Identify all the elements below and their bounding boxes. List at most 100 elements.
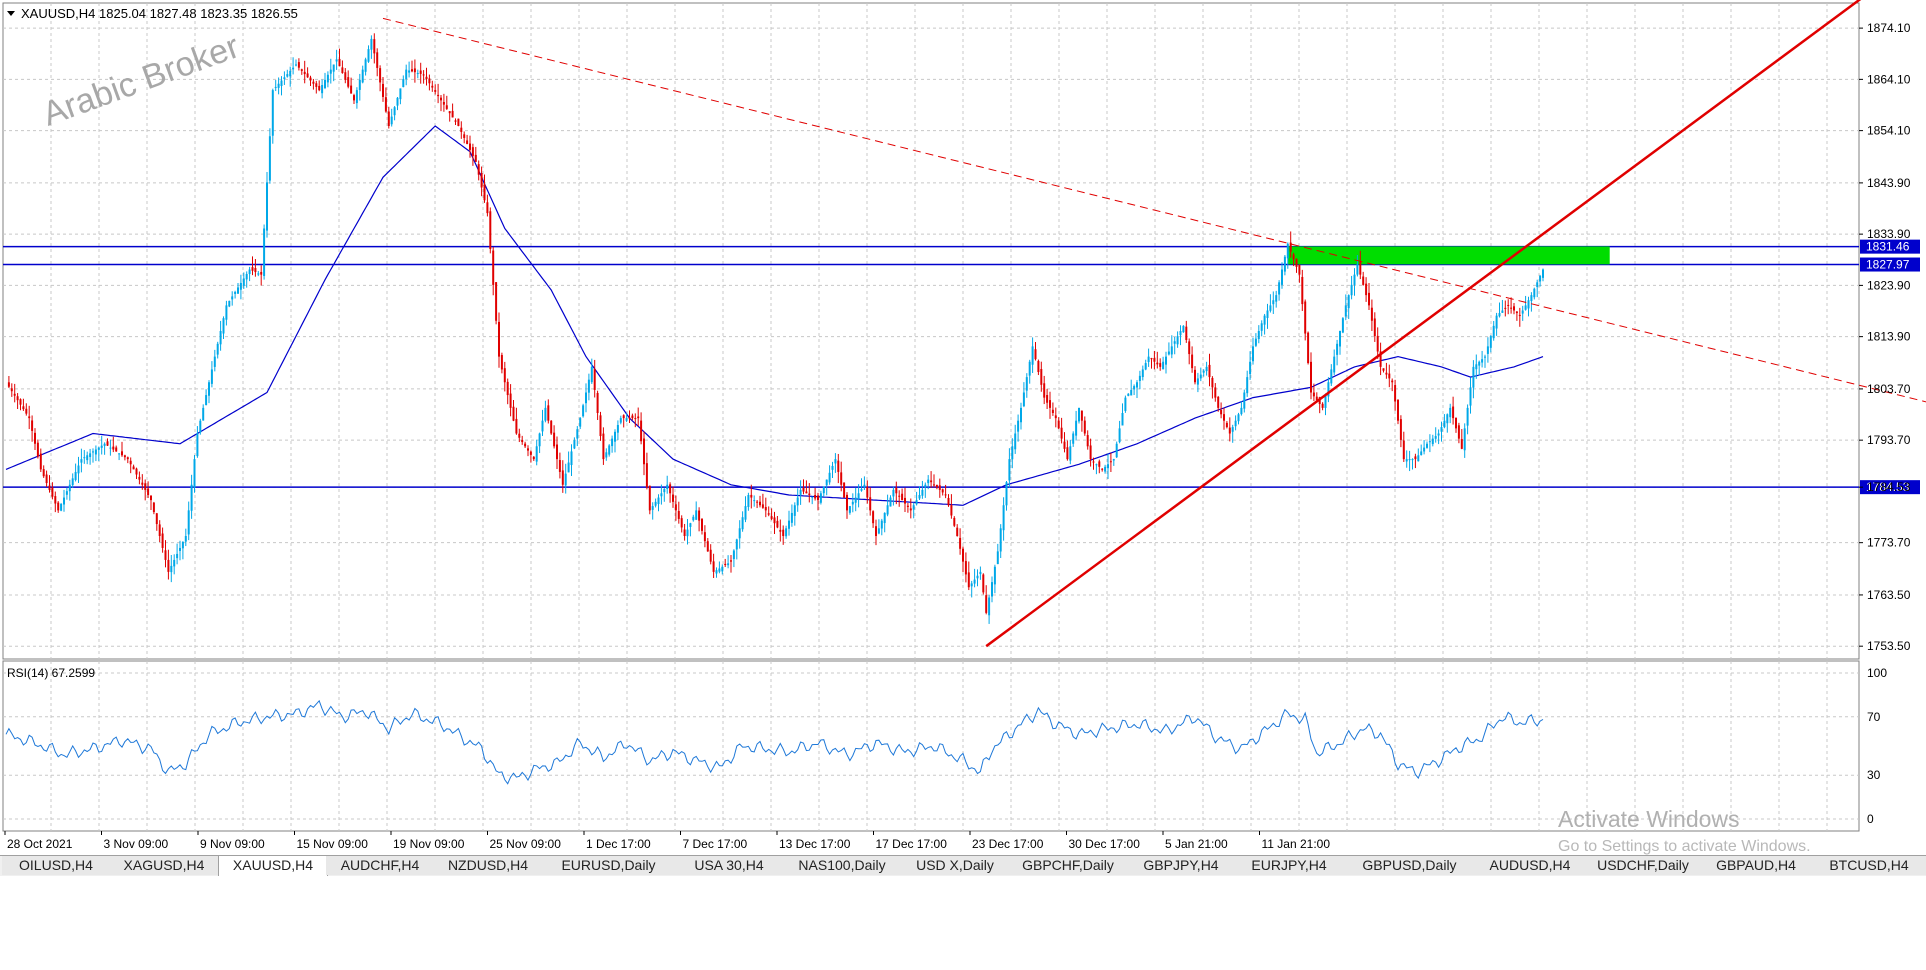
candle-body: [1136, 382, 1138, 388]
chart-window[interactable]: 1831.46 1827.97 1784.53 1874.10 1864.10 1854…: [0, 0, 1926, 868]
level-line-group[interactable]: 1827.97: [3, 257, 1920, 272]
candle-body: [640, 420, 643, 442]
candle-body: [260, 271, 263, 275]
candle-body: [1095, 464, 1098, 466]
candle-body: [495, 282, 498, 321]
candle: [724, 558, 727, 568]
candle: [1368, 282, 1370, 310]
candle-body: [1489, 336, 1492, 348]
candle-body: [541, 420, 544, 432]
symbol-tab[interactable]: USDCHF,Daily: [1584, 856, 1703, 875]
candle-body: [315, 83, 318, 87]
symbol-tab[interactable]: EURJPY,H4: [1235, 856, 1344, 875]
candle: [1118, 420, 1121, 444]
activate-windows-title: Activate Windows: [1558, 806, 1740, 832]
candle: [1295, 258, 1298, 273]
candle: [645, 452, 648, 490]
candle-body: [387, 111, 390, 126]
candle: [129, 457, 132, 474]
candle-body: [657, 497, 660, 505]
symbol-tab[interactable]: GBPJPY,H4: [1127, 856, 1236, 875]
candle: [1254, 333, 1257, 348]
candle: [840, 461, 843, 492]
symbol-tab[interactable]: AUDUSD,H4: [1476, 856, 1585, 875]
candle-body: [1078, 407, 1080, 422]
candle-body: [573, 440, 576, 449]
candle-body: [1196, 378, 1199, 385]
candle-body: [1028, 361, 1031, 376]
symbol-tab[interactable]: NZDUSD,H4: [434, 856, 543, 875]
ascending-trendline[interactable]: [985, 0, 1862, 648]
candle: [329, 58, 332, 84]
candle: [1020, 402, 1022, 430]
candle: [512, 400, 515, 422]
horizontal-levels[interactable]: 1831.46 1827.97 1784.53: [3, 239, 1920, 495]
rsi-tick-label: 0: [1867, 812, 1874, 826]
candle-body: [202, 407, 205, 421]
symbol-tab[interactable]: USD X,Daily: [901, 856, 1010, 875]
candle: [1014, 424, 1017, 454]
candle-body: [970, 583, 973, 587]
candle: [979, 566, 982, 580]
symbol-tab[interactable]: OILUSD,H4: [2, 856, 111, 875]
candle: [509, 384, 512, 417]
candle-body: [608, 445, 611, 455]
candle: [538, 432, 541, 454]
candle: [872, 510, 875, 528]
candle-body: [1510, 307, 1513, 309]
symbol-tab[interactable]: GBPCHF,Daily: [1009, 856, 1128, 875]
candle: [205, 389, 208, 406]
candle-body: [912, 505, 915, 510]
candle-body: [764, 507, 767, 511]
candle: [906, 502, 909, 513]
candle: [869, 487, 872, 516]
symbol-tab[interactable]: EURUSD,Daily: [542, 856, 676, 875]
candle-body: [863, 484, 866, 488]
symbol-tab[interactable]: USA 30,H4: [675, 856, 784, 875]
candle-body: [1388, 373, 1391, 379]
candle-body: [500, 355, 503, 370]
rsi-pane[interactable]: [2, 660, 1860, 832]
candle: [1130, 379, 1133, 396]
symbol-tab[interactable]: XAUUSD,H4: [218, 856, 328, 876]
candle-body: [1147, 356, 1150, 362]
resistance-zone-rect[interactable]: [1287, 246, 1610, 265]
candle-body: [585, 392, 587, 404]
candle: [663, 487, 666, 502]
candle: [1411, 458, 1414, 470]
candle: [1098, 459, 1101, 474]
candle: [1457, 422, 1460, 444]
trendlines[interactable]: [382, 0, 1926, 648]
candle: [1260, 320, 1263, 337]
candle: [828, 465, 831, 485]
candle-body: [848, 506, 851, 513]
price-chart[interactable]: 1831.46 1827.97 1784.53 1874.10 1864.10 1854…: [0, 0, 1926, 855]
candle: [1292, 252, 1295, 267]
candle-body: [1165, 356, 1167, 365]
symbol-tab[interactable]: BTCUSD,H4: [1810, 856, 1926, 875]
candle: [1144, 359, 1147, 371]
candle: [208, 380, 210, 404]
candle: [54, 491, 57, 513]
candle-body: [86, 455, 89, 461]
candle: [587, 373, 590, 401]
candle: [1179, 325, 1182, 346]
descending-trendline[interactable]: [382, 17, 1926, 479]
symbol-tab[interactable]: GBPUSD,Daily: [1343, 856, 1477, 875]
candle: [727, 555, 730, 569]
level-line-group[interactable]: 1831.46: [3, 239, 1920, 254]
candle: [1379, 342, 1382, 376]
symbol-tab[interactable]: GBPAUD,H4: [1702, 856, 1811, 875]
candle-body: [866, 486, 869, 498]
symbol-tab[interactable]: AUDCHF,H4: [326, 856, 435, 875]
symbol-tab[interactable]: NAS100,Daily: [783, 856, 902, 875]
candle: [1031, 337, 1034, 374]
dropdown-triangle-icon[interactable]: [7, 11, 15, 16]
resistance-zone[interactable]: [1287, 246, 1610, 265]
candle: [735, 538, 738, 560]
price-pane[interactable]: [2, 2, 1860, 660]
candle: [1083, 416, 1086, 436]
candle-body: [231, 296, 234, 300]
symbol-tab[interactable]: XAGUSD,H4: [110, 856, 219, 875]
candle-body: [962, 548, 964, 562]
